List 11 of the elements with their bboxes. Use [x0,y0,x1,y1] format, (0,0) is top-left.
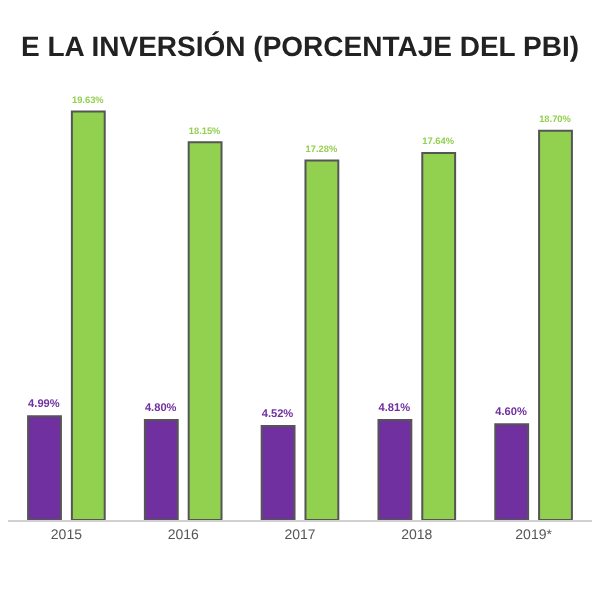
bar [377,418,413,520]
bar [27,415,62,520]
bar [70,110,106,520]
bar [538,129,573,520]
bar [421,151,457,520]
bar [494,423,530,520]
bar [143,419,179,520]
bar [304,159,340,520]
chart-title: E LA INVERSIÓN (PORCENTAJE DEL PBI) [21,29,579,62]
bar [260,424,296,520]
bar [187,141,223,520]
